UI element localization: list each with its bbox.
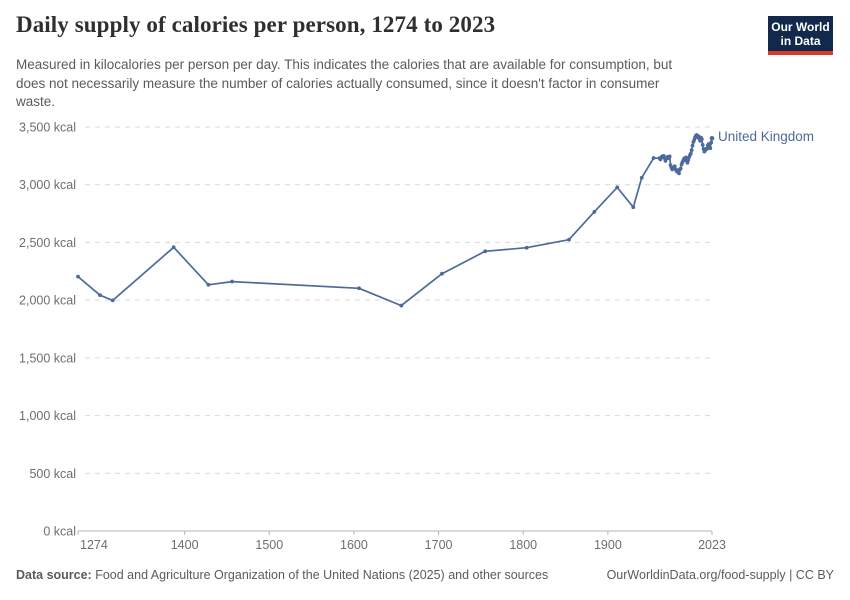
data-point-marker[interactable] bbox=[230, 279, 234, 284]
data-point-marker[interactable] bbox=[683, 155, 688, 160]
data-point-marker[interactable] bbox=[678, 166, 683, 171]
data-point-marker[interactable] bbox=[76, 274, 80, 279]
data-source-text: Food and Agriculture Organization of the… bbox=[91, 568, 549, 582]
data-point-marker[interactable] bbox=[631, 205, 636, 210]
subtitle-line: waste. bbox=[16, 94, 56, 109]
data-line[interactable] bbox=[77, 134, 713, 307]
data-point-marker[interactable] bbox=[567, 237, 571, 242]
page-title: Daily supply of calories per person, 127… bbox=[16, 12, 496, 37]
y-axis-tick-label: 0 kcal bbox=[43, 525, 76, 539]
x-axis-tick-label: 1800 bbox=[509, 538, 537, 552]
data-point-marker[interactable] bbox=[206, 282, 211, 287]
chart-subtitle: Measured in kilocalories per person per … bbox=[16, 56, 672, 112]
x-axis-tick-label: 1400 bbox=[171, 538, 199, 552]
data-point-marker[interactable] bbox=[688, 151, 693, 156]
subtitle-line: Measured in kilocalories per person per … bbox=[16, 57, 673, 72]
data-point-marker[interactable] bbox=[686, 157, 691, 162]
data-point-marker[interactable] bbox=[700, 142, 705, 147]
data-point-marker[interactable] bbox=[524, 245, 529, 250]
data-point-marker[interactable] bbox=[639, 175, 644, 180]
y-axis-tick-label: 3,000 kcal bbox=[19, 178, 76, 192]
data-point-marker[interactable] bbox=[357, 286, 361, 291]
data-source-note: Data source: Food and Agriculture Organi… bbox=[16, 568, 548, 582]
y-axis-tick-label: 500 kcal bbox=[29, 467, 76, 481]
owid-logo[interactable]: Our World in Data bbox=[768, 16, 833, 55]
data-point-marker[interactable] bbox=[592, 209, 597, 214]
data-point-marker[interactable] bbox=[615, 185, 620, 190]
data-point-marker[interactable] bbox=[708, 146, 713, 151]
subtitle-line: does not necessarily measure the number … bbox=[16, 75, 660, 91]
x-axis-tick-label: 1500 bbox=[255, 538, 283, 552]
y-axis-tick-label: 1,500 kcal bbox=[19, 351, 76, 365]
data-point-marker[interactable] bbox=[667, 154, 672, 159]
data-point-marker[interactable] bbox=[677, 171, 681, 176]
chart-footer: Data source: Food and Agriculture Organi… bbox=[16, 568, 834, 582]
y-axis-tick-label: 2,500 kcal bbox=[19, 236, 76, 250]
owid-logo-text-line2: in Data bbox=[780, 34, 821, 48]
data-point-marker[interactable] bbox=[672, 164, 677, 169]
x-axis-tick-label: 2023 bbox=[698, 538, 726, 552]
x-axis-tick-label: 1600 bbox=[340, 538, 368, 552]
x-axis-tick-label: 1900 bbox=[594, 538, 622, 552]
data-point-marker[interactable] bbox=[689, 148, 694, 152]
x-axis-tick-label: 1700 bbox=[425, 538, 453, 552]
data-point-marker[interactable] bbox=[685, 160, 690, 165]
y-axis-tick-label: 2,000 kcal bbox=[19, 294, 76, 308]
data-source-label: Data source: bbox=[16, 568, 92, 582]
data-point-marker[interactable] bbox=[690, 143, 695, 148]
y-axis-tick-label: 1,000 kcal bbox=[19, 409, 76, 423]
data-point-marker[interactable] bbox=[440, 271, 444, 276]
data-point-marker[interactable] bbox=[171, 245, 176, 250]
data-point-marker[interactable] bbox=[699, 137, 704, 142]
data-point-marker[interactable] bbox=[709, 140, 714, 145]
x-axis-tick-label: 1274 bbox=[80, 538, 108, 552]
owid-logo-text-line1: Our World bbox=[771, 20, 830, 34]
series-label-united-kingdom: United Kingdom bbox=[718, 129, 815, 145]
data-point-marker[interactable] bbox=[483, 249, 488, 254]
data-point-marker[interactable] bbox=[399, 303, 404, 308]
data-point-marker[interactable] bbox=[651, 156, 656, 160]
y-axis-tick-label: 3,500 kcal bbox=[19, 121, 76, 135]
data-point-marker[interactable] bbox=[98, 293, 102, 298]
license-link[interactable]: OurWorldinData.org/food-supply | CC BY bbox=[606, 568, 834, 582]
data-point-marker[interactable] bbox=[110, 298, 115, 303]
data-point-marker[interactable] bbox=[709, 136, 715, 141]
